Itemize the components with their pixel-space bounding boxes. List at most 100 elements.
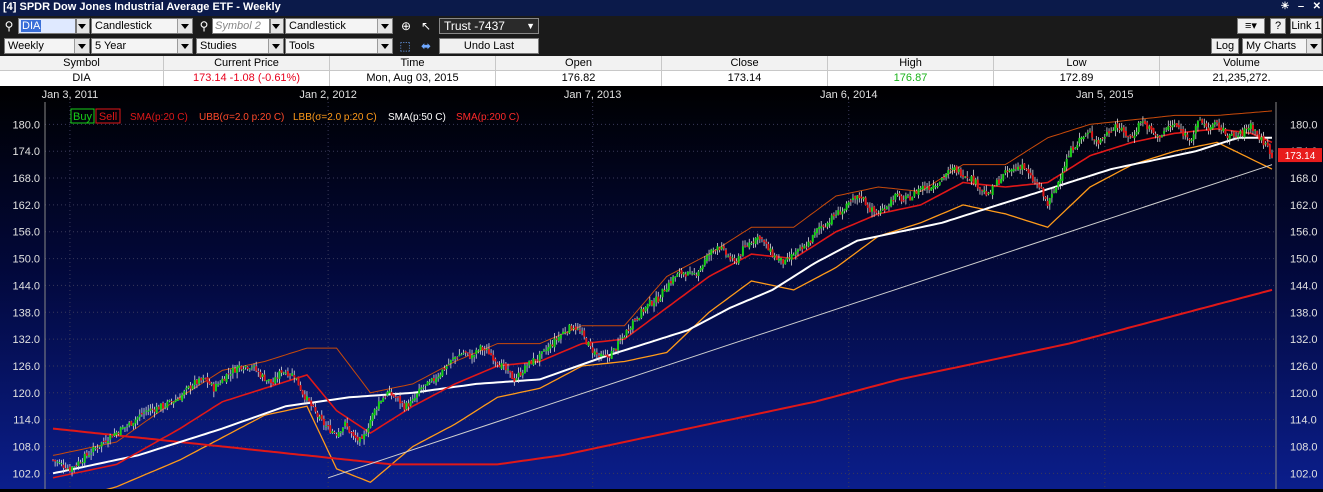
- quote-col-low: Low 172.89: [994, 56, 1160, 86]
- candle: [384, 394, 387, 400]
- candle-body: [612, 348, 615, 350]
- candle: [551, 339, 554, 348]
- candle: [132, 422, 135, 430]
- fit-icon[interactable]: ⬚: [399, 39, 411, 53]
- menu-button[interactable]: ≡▾: [1237, 18, 1265, 34]
- candle-body: [1033, 181, 1036, 183]
- last-price-tag-bg: [1278, 148, 1322, 163]
- candle: [837, 206, 840, 216]
- candle-body: [1230, 133, 1233, 136]
- zoom-icon[interactable]: ⊕: [400, 19, 412, 33]
- candle: [930, 187, 933, 191]
- candle: [1167, 120, 1170, 132]
- candle: [109, 433, 112, 445]
- candle-body: [1167, 126, 1170, 130]
- help-button[interactable]: ?: [1270, 18, 1286, 34]
- candle-body: [153, 409, 156, 412]
- range-select[interactable]: 5 Year: [91, 38, 193, 54]
- candle: [1148, 125, 1151, 132]
- candle-body: [418, 388, 421, 394]
- candle: [591, 342, 594, 359]
- candle: [183, 389, 186, 399]
- candle-body: [202, 377, 205, 380]
- candle-body: [473, 355, 476, 357]
- price-chart-svg[interactable]: 102.0 102.0 108.0 108.0 114.0 114.0 120.0 120.0…: [0, 86, 1323, 492]
- candle-body: [769, 248, 772, 252]
- candle: [1023, 163, 1026, 171]
- layout-icon[interactable]: ⬌: [420, 39, 432, 53]
- candle-body: [1256, 130, 1259, 135]
- candle: [959, 167, 962, 178]
- candle-body: [1042, 187, 1045, 197]
- pin-icon[interactable]: ☀: [1280, 1, 1290, 12]
- candle-body: [449, 359, 452, 364]
- candle: [790, 248, 793, 266]
- candle-body: [534, 359, 537, 361]
- candle: [1239, 129, 1242, 139]
- search-icon[interactable]: ⚲: [4, 19, 14, 33]
- candle: [830, 213, 833, 226]
- buy-button[interactable]: Buy: [70, 108, 95, 124]
- search-icon[interactable]: ⚲: [199, 19, 209, 33]
- candle: [246, 366, 249, 371]
- candle-body: [454, 356, 457, 359]
- period-select[interactable]: Weekly: [4, 38, 90, 54]
- tools-select[interactable]: Tools: [285, 38, 393, 54]
- candle-body: [574, 326, 577, 331]
- candle-body: [365, 433, 368, 436]
- candle-body: [926, 187, 929, 190]
- log-button[interactable]: Log: [1211, 38, 1239, 54]
- candle-body: [1027, 169, 1030, 174]
- candle-body: [940, 178, 943, 181]
- candle-body: [276, 377, 279, 379]
- candle: [667, 279, 670, 292]
- candle: [923, 181, 926, 191]
- link-button[interactable]: Link 1: [1290, 18, 1322, 34]
- candle: [936, 183, 939, 189]
- symbol2-input[interactable]: Symbol 2: [212, 18, 270, 34]
- candle-body: [978, 187, 981, 190]
- sell-button[interactable]: Sell: [95, 108, 121, 124]
- close-icon[interactable]: ✕: [1312, 1, 1321, 12]
- candle: [631, 319, 634, 333]
- cursor-icon[interactable]: ↖: [420, 19, 432, 33]
- minimize-icon[interactable]: ‒: [1298, 1, 1304, 12]
- studies-select[interactable]: Studies: [196, 38, 284, 54]
- candle-body: [1118, 128, 1121, 131]
- candle-body: [883, 208, 886, 211]
- candle-body: [1224, 128, 1227, 135]
- candle-body: [1220, 127, 1223, 131]
- sma50-line: [52, 136, 1272, 475]
- candle-body: [132, 423, 135, 427]
- candle: [242, 366, 245, 374]
- candle-body: [240, 366, 243, 370]
- candle: [73, 466, 76, 473]
- my-charts-select[interactable]: My Charts: [1242, 38, 1322, 54]
- candle-body: [123, 426, 126, 428]
- candle-body: [1241, 129, 1244, 137]
- candle-body: [720, 246, 723, 250]
- candle-body: [799, 247, 802, 249]
- candle: [147, 404, 150, 416]
- symbol2-dropdown[interactable]: [270, 18, 284, 34]
- candle-body: [221, 378, 224, 383]
- candle-body: [701, 265, 704, 270]
- candle-body: [344, 421, 347, 426]
- candle: [223, 376, 226, 381]
- account-select[interactable]: Trust -7437 ▼: [439, 18, 539, 34]
- candle: [117, 431, 120, 436]
- candle: [875, 208, 878, 215]
- chart-type-select-2[interactable]: Candlestick: [285, 18, 393, 34]
- candle-body: [1237, 135, 1240, 138]
- candle: [997, 175, 1000, 186]
- price-chart[interactable]: 102.0 102.0 108.0 108.0 114.0 114.0 120.0 120.0…: [0, 86, 1323, 492]
- candle-body: [805, 246, 808, 248]
- candle: [1156, 133, 1159, 142]
- chart-type-select-1[interactable]: Candlestick: [91, 18, 193, 34]
- candle-body: [1025, 168, 1028, 170]
- symbol-input[interactable]: DIA: [18, 18, 76, 34]
- symbol-dropdown[interactable]: [76, 18, 90, 34]
- candle-body: [913, 191, 916, 197]
- undo-last-button[interactable]: Undo Last: [439, 38, 539, 54]
- candle: [1078, 132, 1081, 147]
